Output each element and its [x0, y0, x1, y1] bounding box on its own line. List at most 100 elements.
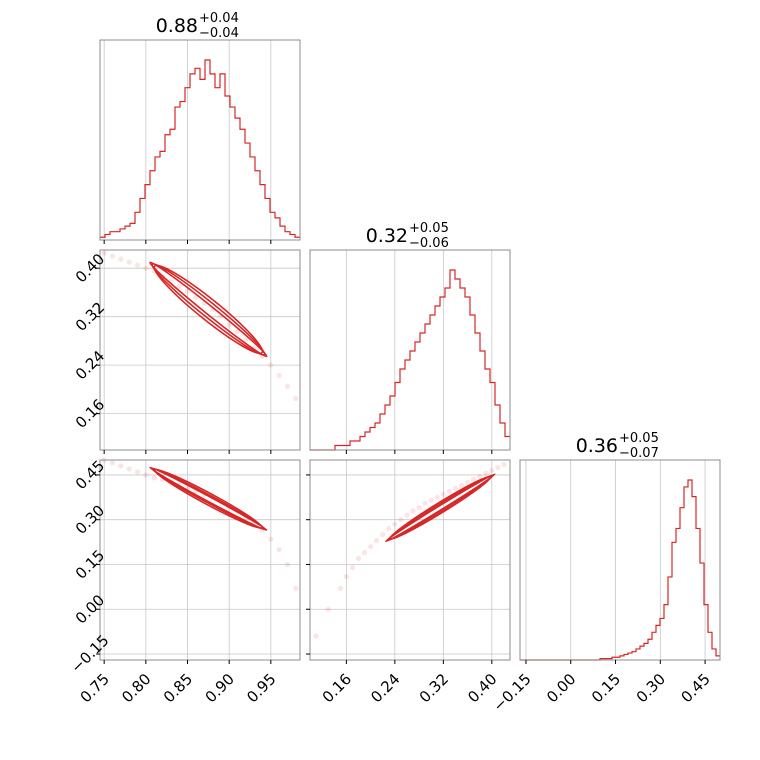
- scatter-point-1-0-3: [126, 259, 132, 265]
- title-0: 0.88: [156, 15, 198, 37]
- contour-1-0-1: [151, 263, 266, 356]
- scatter-point-2-1-15: [416, 505, 422, 511]
- scatter-point-2-1-17: [428, 497, 434, 503]
- scatter-point-2-0-21: [276, 546, 282, 553]
- y-tick-label-1-3: 0.40: [72, 250, 108, 286]
- scatter-point-2-1-20: [446, 488, 452, 494]
- scatter-point-2-0-6: [151, 475, 157, 481]
- scatter-point-2-1-28: [495, 464, 501, 471]
- panel-frame-0-0: [99, 39, 301, 241]
- contour-2-0-0: [149, 466, 268, 532]
- scatter-point-2-1-1: [325, 606, 331, 612]
- scatter-point-1-0-15: [226, 321, 232, 328]
- scatter-point-1-0-5: [143, 265, 149, 271]
- scatter-point-1-0-22: [284, 383, 291, 389]
- scatter-point-2-0-3: [126, 466, 132, 472]
- x-tick-label-2-0: −0.15: [489, 670, 534, 715]
- scatter-point-2-1-16: [422, 500, 428, 506]
- contour-2-0-2: [153, 468, 263, 529]
- contour-1-0-0: [149, 261, 268, 358]
- x-tick-label-0-1: 0.80: [118, 670, 154, 706]
- title-minus-1: −0.06: [409, 236, 449, 251]
- scatter-point-2-1-27: [489, 467, 495, 474]
- scatter-point-2-1-3: [343, 573, 349, 580]
- histogram-1: [310, 269, 510, 451]
- title-minus-2: −0.07: [619, 446, 659, 461]
- scatter-point-1-0-1: [109, 253, 116, 259]
- scatter-point-1-0-17: [243, 337, 249, 343]
- panel-frame-2-0: [99, 459, 301, 661]
- x-tick-label-1-1: 0.24: [367, 670, 403, 706]
- scatter-point-2-1-10: [386, 526, 392, 532]
- x-tick-label-1-0: 0.16: [319, 670, 355, 706]
- scatter-point-2-0-23: [293, 585, 299, 591]
- x-tick-label-0-3: 0.90: [202, 670, 238, 706]
- scatter-point-2-1-8: [374, 537, 380, 544]
- scatter-point-2-1-18: [434, 494, 440, 500]
- scatter-point-2-0-2: [118, 463, 124, 469]
- scatter-point-2-1-12: [398, 517, 404, 523]
- scatter-point-2-1-5: [355, 555, 362, 562]
- contour-2-1-0: [384, 473, 496, 543]
- scatter-point-2-1-19: [440, 491, 446, 497]
- scatter-point-1-0-10: [184, 288, 191, 294]
- scatter-point-2-0-1: [109, 460, 116, 466]
- y-tick-label-1-1: 0.24: [72, 347, 108, 383]
- y-tick-label-2-1: 0.00: [72, 591, 108, 627]
- scatter-point-1-0-20: [268, 362, 274, 368]
- panel-frame-2-2: [519, 459, 721, 661]
- scatter-point-2-0-4: [134, 469, 141, 475]
- scatter-point-1-0-16: [234, 329, 241, 335]
- title-plus-1: +0.05: [409, 221, 449, 236]
- scatter-point-2-1-21: [452, 485, 459, 491]
- scatter-point-2-0-20: [268, 536, 274, 542]
- scatter-point-2-1-13: [404, 512, 410, 518]
- scatter-point-2-1-23: [464, 479, 471, 485]
- y-tick-label-1-0: 0.16: [72, 395, 108, 431]
- scatter-point-2-1-6: [361, 549, 368, 556]
- title-minus-0: −0.04: [199, 26, 239, 41]
- contour-2-0-1: [151, 467, 266, 530]
- scatter-point-2-1-9: [380, 532, 386, 538]
- scatter-point-1-0-0: [101, 250, 107, 256]
- title-2: 0.36: [576, 435, 618, 457]
- title-plus-2: +0.05: [619, 431, 659, 446]
- panel-frame-1-0: [99, 249, 301, 451]
- scatter-point-2-1-4: [349, 564, 356, 571]
- histogram-0: [100, 59, 300, 238]
- panel-frame-2-1: [309, 459, 511, 661]
- scatter-point-2-1-2: [337, 585, 343, 591]
- y-tick-label-1-2: 0.32: [72, 298, 108, 334]
- x-tick-label-2-2: 0.15: [588, 670, 624, 706]
- scatter-point-2-1-24: [471, 476, 477, 483]
- scatter-point-2-1-29: [501, 461, 507, 468]
- contour-1-0-2: [153, 264, 264, 355]
- scatter-point-2-1-0: [313, 633, 319, 639]
- scatter-point-2-1-25: [477, 473, 483, 480]
- scatter-point-1-0-9: [176, 283, 182, 289]
- scatter-point-1-0-4: [134, 262, 141, 268]
- x-tick-label-2-3: 0.30: [633, 670, 669, 706]
- scatter-point-2-0-22: [284, 561, 291, 568]
- scatter-point-2-1-11: [392, 521, 398, 527]
- x-tick-label-1-2: 0.32: [416, 670, 452, 706]
- y-tick-label-2-4: 0.45: [72, 457, 108, 493]
- scatter-point-2-1-7: [368, 543, 374, 550]
- x-tick-label-0-2: 0.85: [160, 670, 196, 706]
- y-tick-label-2-2: 0.15: [72, 546, 108, 582]
- title-1: 0.32: [366, 225, 408, 247]
- x-tick-label-2-1: 0.00: [543, 670, 579, 706]
- scatter-point-2-0-5: [143, 472, 149, 478]
- scatter-point-1-0-21: [276, 372, 282, 379]
- scatter-point-2-1-22: [458, 482, 465, 488]
- scatter-point-1-0-2: [118, 256, 124, 262]
- y-tick-label-2-3: 0.30: [72, 502, 108, 538]
- contour-2-1-1: [387, 474, 494, 541]
- scatter-point-2-1-26: [483, 470, 489, 477]
- scatter-point-1-0-23: [293, 395, 299, 402]
- x-tick-label-2-4: 0.45: [677, 670, 713, 706]
- contour-2-1-2: [389, 475, 492, 540]
- scatter-point-2-1-14: [410, 508, 416, 514]
- histogram-2: [520, 479, 720, 661]
